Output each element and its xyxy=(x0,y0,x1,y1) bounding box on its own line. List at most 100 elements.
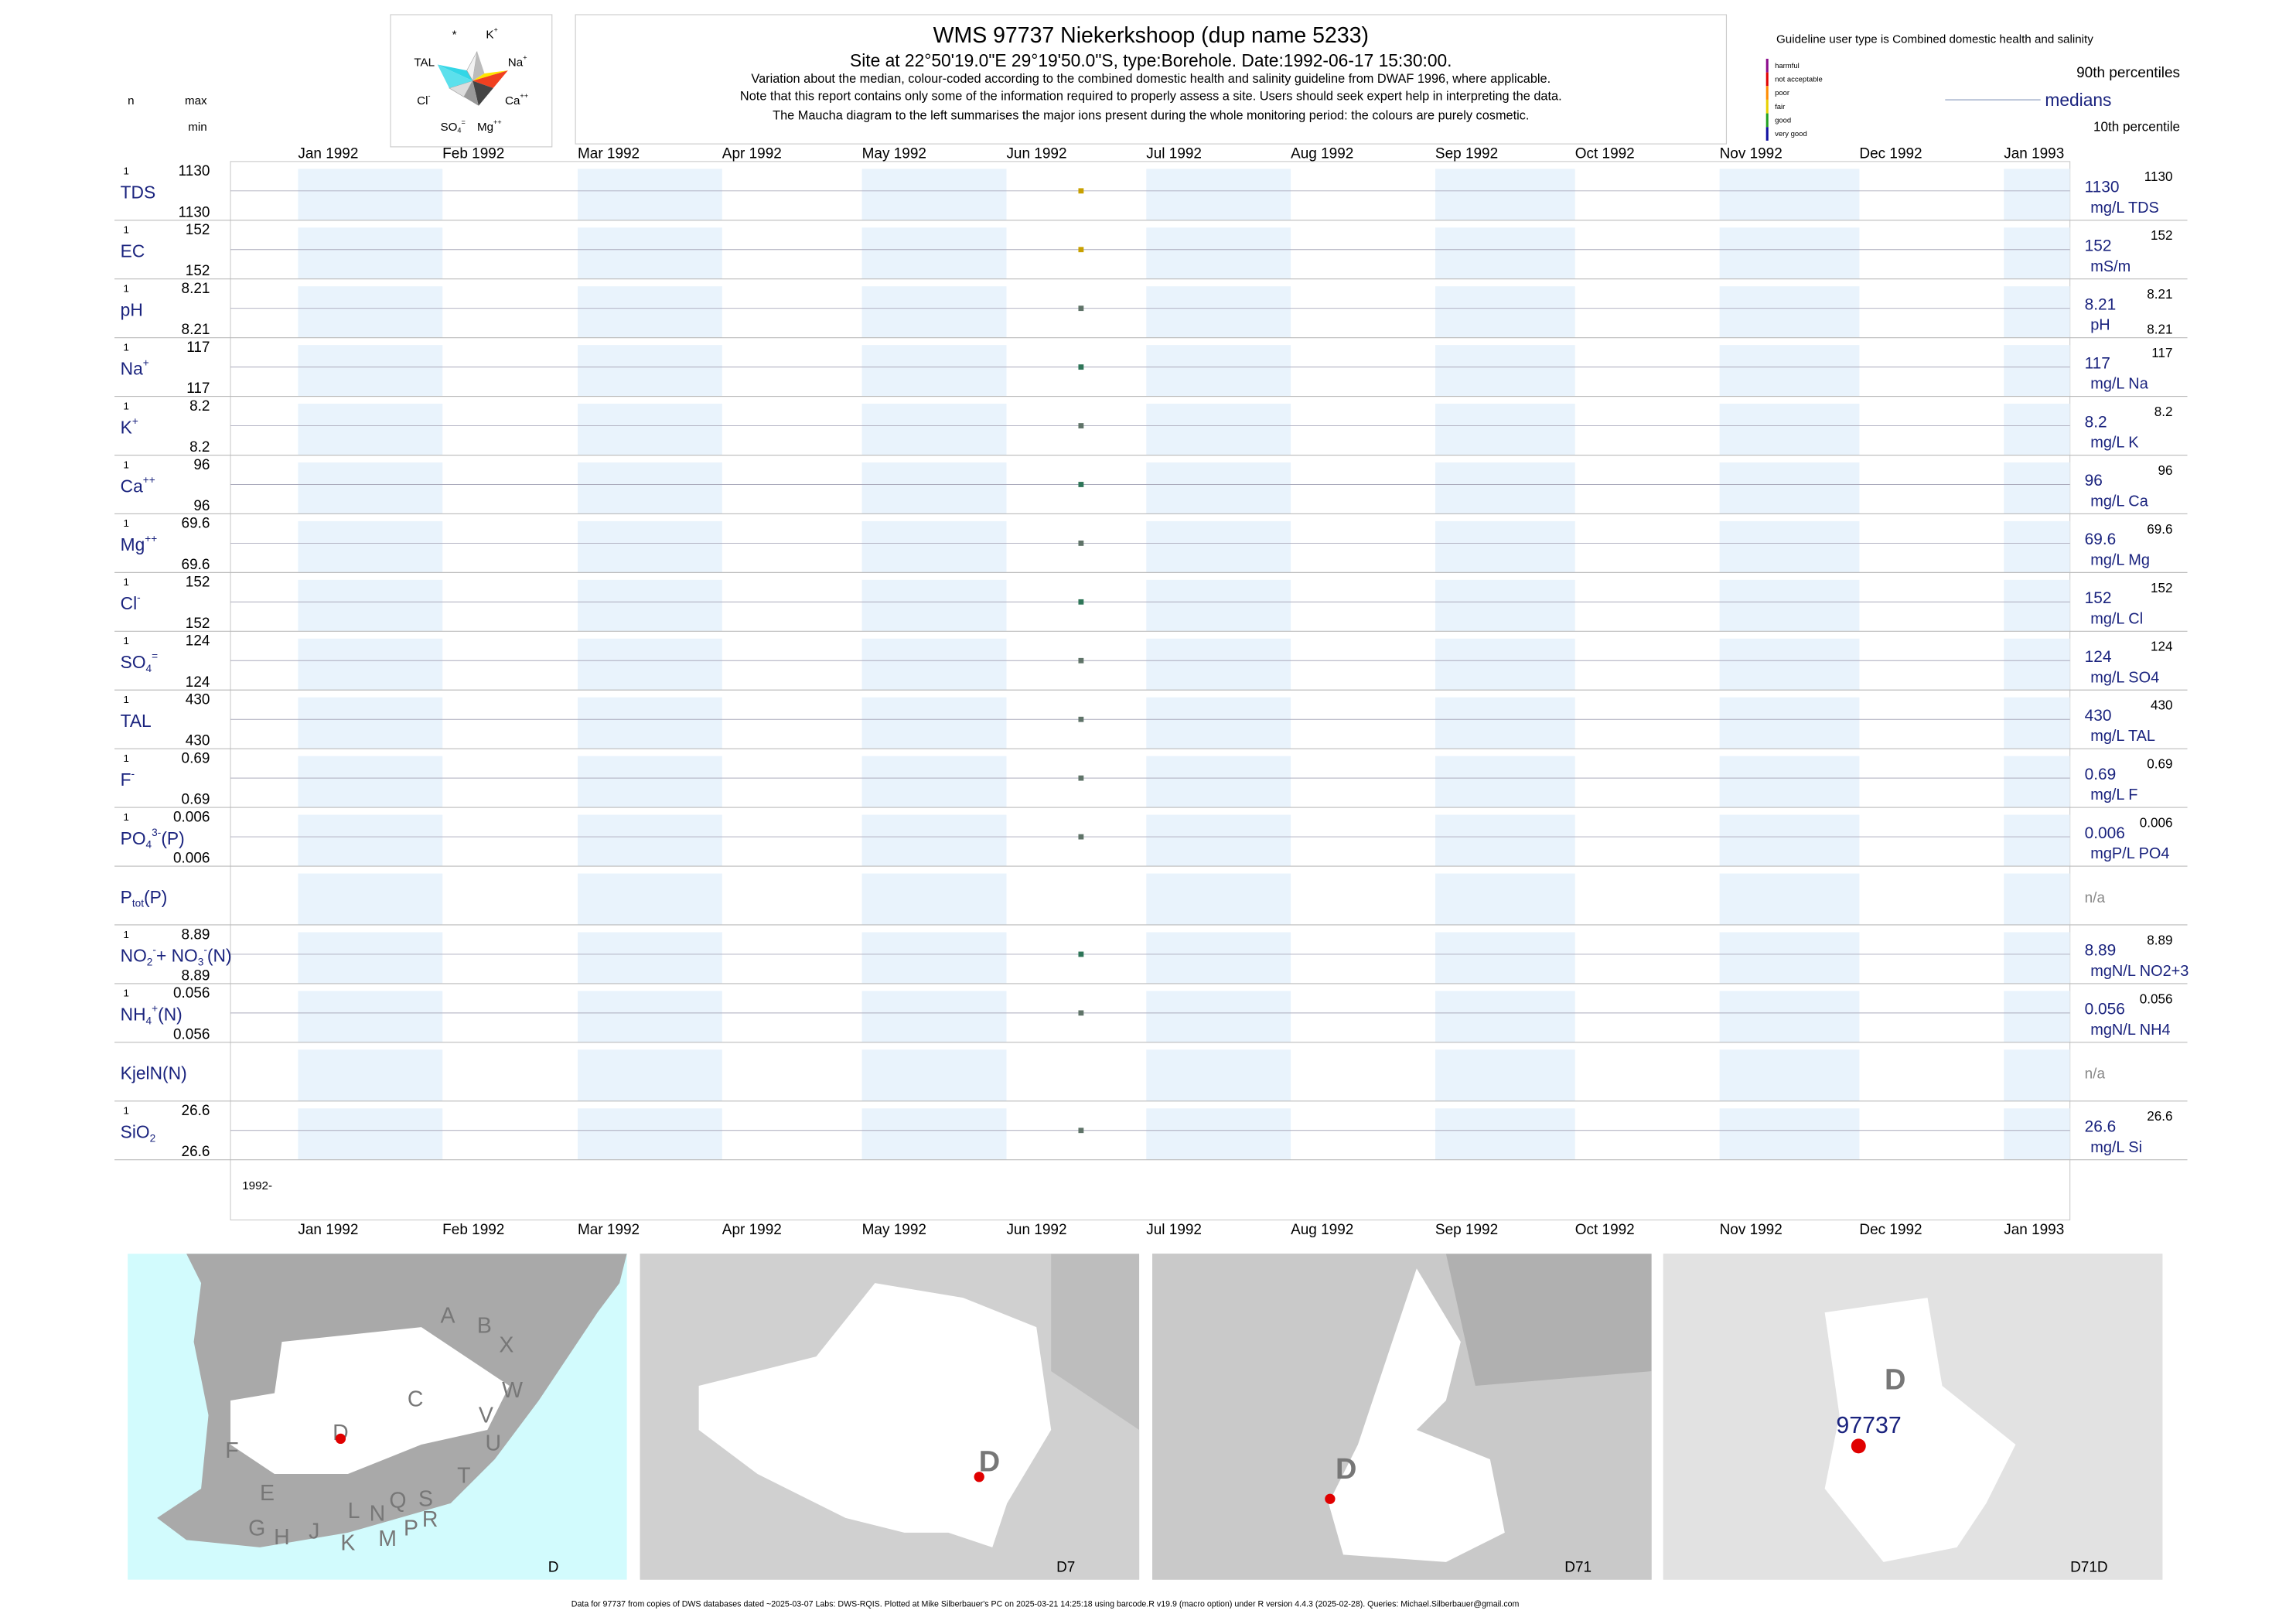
p90-label: 8.21 xyxy=(2147,287,2172,302)
month-band xyxy=(298,169,443,220)
region-label: G xyxy=(248,1517,265,1541)
sample-point xyxy=(1078,951,1084,957)
month-band xyxy=(1719,227,1860,279)
region-label: S xyxy=(418,1487,433,1512)
parameter-label-part: pH xyxy=(121,299,143,319)
month-band xyxy=(2004,697,2070,749)
median-label: 152 xyxy=(2085,589,2112,607)
subtitle: Site at 22°50'19.0"E 29°19'50.0"S, type:… xyxy=(850,50,1452,70)
month-band xyxy=(2004,991,2070,1042)
maucha-label-part: ++ xyxy=(520,92,528,100)
parameter-label-part: Ca xyxy=(121,476,143,496)
month-label: Apr 1992 xyxy=(722,145,782,162)
maucha-label-part: Ca xyxy=(505,94,520,107)
month-band xyxy=(861,814,1007,867)
map-catchment xyxy=(1824,1298,2016,1562)
month-band xyxy=(2004,638,2070,691)
parameter-label: pH xyxy=(121,299,143,319)
parameter-label: KjelN(N) xyxy=(121,1063,187,1083)
month-band xyxy=(2004,873,2070,925)
parameter-label-part: KjelN(N) xyxy=(121,1063,187,1083)
maucha-label-part: + xyxy=(523,54,527,62)
month-band xyxy=(1435,169,1575,220)
month-band xyxy=(2004,814,2070,867)
region-label: W xyxy=(502,1378,523,1403)
max-label: 26.6 xyxy=(182,1103,210,1119)
max-label: 0.006 xyxy=(173,809,210,825)
region-label: B xyxy=(477,1314,492,1339)
maucha-label-part: Na xyxy=(508,56,524,70)
month-band xyxy=(861,697,1007,749)
min-label: 124 xyxy=(186,674,210,691)
parameter-label-part: (P) xyxy=(144,887,167,907)
sample-point xyxy=(1078,364,1084,370)
na-label: n/a xyxy=(2085,1066,2106,1083)
region-label: D xyxy=(1336,1453,1356,1486)
month-band xyxy=(577,404,722,455)
parameter-label-part: Mg xyxy=(121,534,145,554)
month-band xyxy=(1146,227,1291,279)
n-label: 1 xyxy=(123,517,128,529)
median-label: 96 xyxy=(2085,472,2103,490)
month-band xyxy=(1719,462,1860,514)
title-box xyxy=(575,14,1728,145)
parameter-label: NO2-+ NO3-(N) xyxy=(121,943,232,967)
max-label: 8.89 xyxy=(182,926,210,943)
month-band xyxy=(1435,756,1575,808)
month-band xyxy=(577,1049,722,1101)
month-band xyxy=(1435,991,1575,1042)
month-label: May 1992 xyxy=(862,1222,926,1238)
n-label: 1 xyxy=(123,929,128,940)
month-band xyxy=(298,697,443,749)
region-label: K xyxy=(340,1531,355,1556)
region-label: V xyxy=(479,1403,493,1428)
month-band xyxy=(1719,169,1860,220)
parameter-label: PO43-(P) xyxy=(121,826,185,850)
month-band xyxy=(861,169,1007,220)
p90-label: 8.2 xyxy=(2154,404,2173,419)
month-band xyxy=(1719,873,1860,925)
maucha-diagram xyxy=(437,51,508,106)
region-label: A xyxy=(440,1303,455,1328)
unit-label: mg/L Mg xyxy=(2090,551,2150,568)
guideline-class-label: harmful xyxy=(1775,62,1800,70)
guideline-class-label: poor xyxy=(1775,89,1789,97)
p90-label: 26.6 xyxy=(2147,1109,2172,1124)
note: Note that this report contains only some… xyxy=(740,90,1562,104)
month-label: Jan 1993 xyxy=(2004,1222,2064,1238)
n-label: 1 xyxy=(123,341,128,353)
month-band xyxy=(861,932,1007,984)
median-label: 1130 xyxy=(2085,179,2120,196)
month-band xyxy=(1719,991,1860,1042)
month-band xyxy=(2004,227,2070,279)
region-label: M xyxy=(378,1527,397,1551)
parameter-label-part: 4 xyxy=(146,838,152,850)
month-band xyxy=(298,638,443,691)
parameter-label-part: Cl xyxy=(121,593,138,613)
month-label: Nov 1992 xyxy=(1720,145,1783,162)
maucha-label-part: TAL xyxy=(414,56,435,70)
median-label: 0.69 xyxy=(2085,766,2117,783)
month-band xyxy=(298,286,443,338)
p90-label: 96 xyxy=(2158,463,2173,478)
n-label: 1 xyxy=(123,1105,128,1117)
sample-point xyxy=(1078,188,1084,194)
parameter-label: TAL xyxy=(121,711,152,731)
n-label: 1 xyxy=(123,811,128,823)
region-label: J xyxy=(309,1519,319,1544)
parameter-label: K+ xyxy=(121,415,138,438)
month-band xyxy=(577,345,722,397)
parameter-label-part: (P) xyxy=(161,828,184,848)
month-band xyxy=(1146,1108,1291,1160)
max-label: 117 xyxy=(186,339,210,356)
month-band xyxy=(1719,1108,1860,1160)
month-band xyxy=(577,579,722,632)
parameter-label-part: (N) xyxy=(158,1005,183,1025)
sample-point xyxy=(1078,247,1084,253)
n-label: 1 xyxy=(123,576,128,588)
site-marker xyxy=(974,1472,984,1482)
region-label: F xyxy=(225,1438,238,1463)
